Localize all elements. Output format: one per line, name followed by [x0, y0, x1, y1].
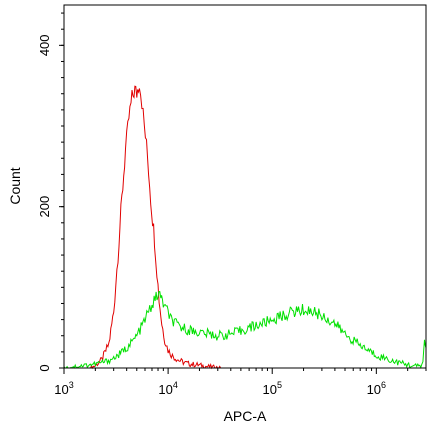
y-tick-label: 200: [37, 196, 52, 218]
series-layer: [63, 85, 427, 370]
plot-frame: [63, 4, 427, 369]
histogram-series-2: [63, 290, 427, 369]
y-tick-label: 400: [37, 34, 52, 56]
x-tick-label: 106: [367, 380, 386, 397]
x-tick-label: 103: [54, 380, 73, 397]
plot-background: [64, 5, 426, 368]
y-axis-title: Count: [7, 167, 23, 204]
x-tick-label: 105: [262, 380, 281, 397]
x-axis-title: APC-A: [224, 408, 267, 424]
x-tick-label: 104: [158, 380, 177, 397]
histogram-series-1: [90, 85, 222, 370]
y-tick-label: 0: [37, 364, 52, 371]
